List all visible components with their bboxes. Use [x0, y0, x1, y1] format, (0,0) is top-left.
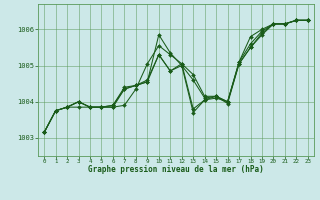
X-axis label: Graphe pression niveau de la mer (hPa): Graphe pression niveau de la mer (hPa) — [88, 165, 264, 174]
